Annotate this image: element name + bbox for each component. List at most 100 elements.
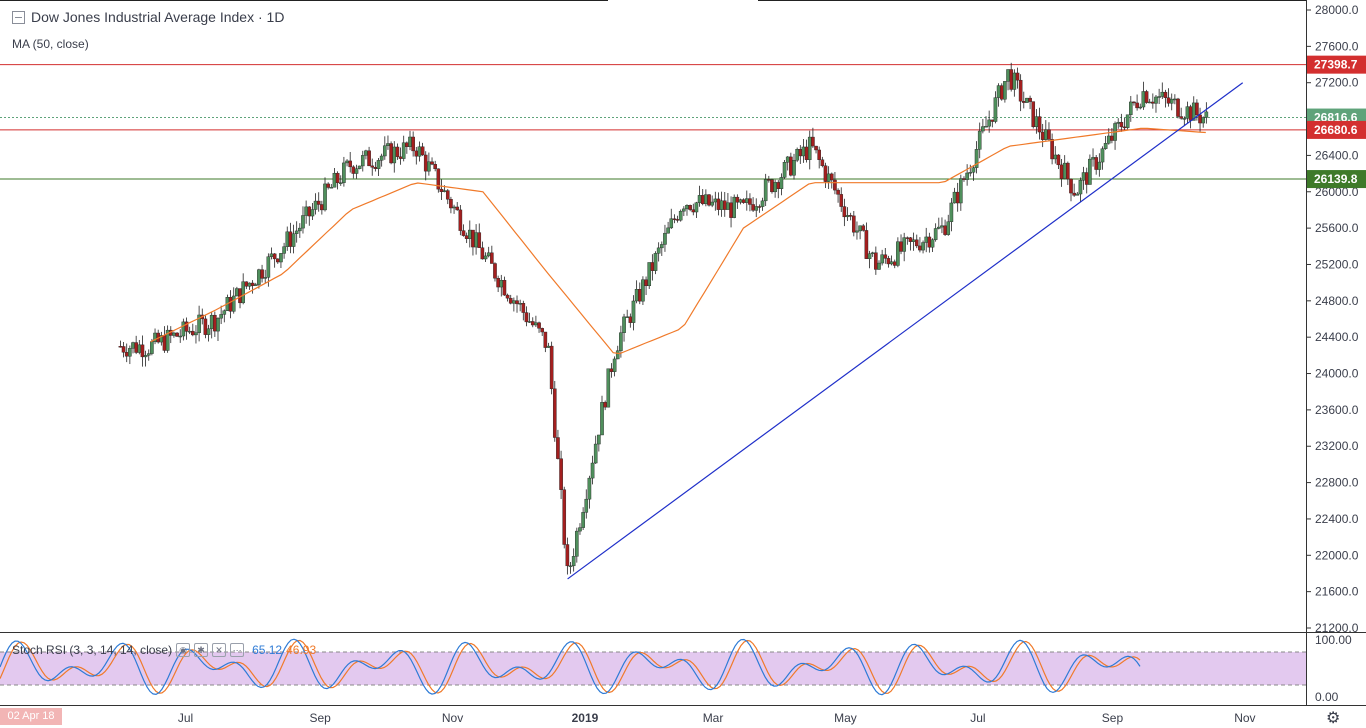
candle-body	[896, 241, 900, 266]
candle-body	[949, 202, 954, 222]
candle-body	[420, 146, 425, 156]
close-icon[interactable]: ✕	[212, 643, 227, 657]
x-tick-label: Mar	[703, 711, 724, 725]
candle-body	[128, 348, 132, 357]
candle-body	[1176, 98, 1180, 117]
stoch-k-value: 65.12	[252, 643, 283, 657]
candle-body	[1185, 106, 1190, 119]
candle-body	[1078, 180, 1083, 195]
candle-body	[902, 237, 906, 252]
candle-body	[647, 262, 652, 287]
candle-body	[244, 281, 249, 287]
candle-body	[767, 179, 771, 181]
candle-body	[738, 199, 743, 203]
candle-body	[1015, 72, 1020, 81]
candle-body	[442, 190, 447, 193]
candle-body	[1050, 139, 1054, 160]
candle-body	[338, 182, 343, 184]
candle-body	[735, 196, 740, 203]
eye-icon[interactable]: ◉	[176, 643, 191, 657]
y-tick-label: 21600.0	[1315, 585, 1359, 599]
candle-body	[408, 136, 412, 147]
candle-body	[1135, 102, 1139, 109]
candle-body	[1138, 106, 1143, 109]
candle-body	[184, 321, 189, 332]
candle-body	[228, 297, 233, 312]
date-badge: 02 Apr 18	[0, 708, 62, 725]
candle-body	[811, 136, 815, 147]
candle-body	[845, 215, 850, 218]
candle-body	[1028, 97, 1032, 102]
candle-body	[253, 284, 258, 286]
candle-body	[326, 183, 330, 188]
candle-body	[817, 149, 821, 160]
candle-body	[342, 162, 346, 183]
candle-body	[165, 329, 170, 351]
candle-body	[861, 225, 866, 231]
candle-body	[1018, 79, 1023, 102]
candle-body	[1100, 148, 1105, 163]
ma-legend: MA (50, close)	[12, 37, 89, 51]
candle-body	[530, 321, 535, 326]
candle-body	[250, 282, 255, 286]
candle-body	[930, 239, 935, 248]
candle-body	[175, 332, 179, 337]
candle-body	[587, 477, 592, 500]
y-tick-label: 27200.0	[1315, 76, 1359, 90]
candle-body	[474, 232, 478, 248]
candle-body	[257, 269, 261, 285]
candle-body	[716, 198, 721, 210]
candle-body	[1053, 154, 1058, 160]
candle-body	[464, 235, 469, 239]
candle-body	[272, 253, 277, 260]
candle-body	[458, 209, 463, 231]
candle-body	[398, 156, 403, 159]
more-icon[interactable]: ⋯	[230, 643, 245, 657]
candle-body	[678, 210, 683, 221]
candle-body	[962, 178, 966, 180]
candle-body	[1059, 164, 1064, 179]
collapse-icon[interactable]	[12, 10, 25, 24]
candle-body	[282, 246, 286, 254]
settings-icon[interactable]: ✱	[194, 643, 209, 657]
price-tag-label: 26680.6	[1314, 123, 1358, 137]
candle-body	[335, 172, 340, 184]
x-tick-label: Sep	[1102, 711, 1124, 725]
candle-body	[1106, 135, 1111, 144]
candle-body	[625, 316, 629, 318]
candle-body	[1163, 91, 1168, 98]
candle-body	[1025, 97, 1029, 103]
candle-body	[713, 198, 718, 203]
candle-body	[546, 345, 551, 348]
price-tag	[1307, 170, 1366, 189]
candle-body	[521, 303, 526, 313]
candle-body	[1188, 106, 1193, 121]
candle-body	[892, 261, 897, 266]
candle-body	[187, 330, 192, 333]
candle-body	[905, 237, 910, 239]
candle-body	[993, 97, 998, 122]
candle-body	[496, 278, 500, 288]
candle-body	[826, 173, 831, 182]
candle-body	[540, 328, 544, 333]
candle-body	[606, 368, 611, 408]
gear-icon[interactable]: ⚙	[1326, 710, 1341, 727]
candle-body	[858, 225, 862, 232]
y-tick-label: 24800.0	[1315, 294, 1359, 308]
candle-body	[1075, 193, 1080, 196]
candle-body	[773, 182, 777, 193]
price-tag-label: 26139.8	[1314, 172, 1358, 186]
candle-body	[694, 202, 699, 213]
candle-body	[351, 166, 356, 174]
candle-body	[194, 332, 198, 336]
candle-body	[1034, 116, 1039, 127]
candle-body	[833, 179, 837, 191]
candle-body	[880, 254, 884, 264]
candle-body	[867, 253, 872, 259]
candle-body	[710, 201, 714, 206]
trend-line[interactable]	[567, 82, 1244, 580]
chart-title: Dow Jones Industrial Average Index · 1D	[31, 9, 285, 25]
candle-body	[726, 202, 730, 210]
candle-body	[486, 252, 491, 257]
